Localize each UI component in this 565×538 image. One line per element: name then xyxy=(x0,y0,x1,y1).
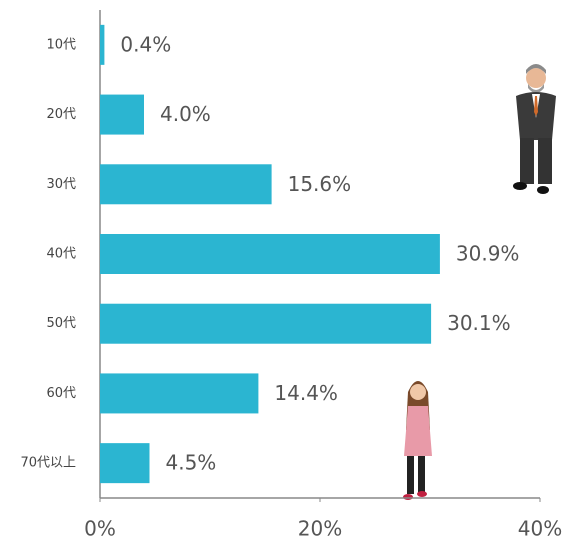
y-tick-label: 60代 xyxy=(46,386,76,401)
value-label: 14.4% xyxy=(274,381,338,405)
bar xyxy=(100,234,440,274)
value-label: 30.9% xyxy=(456,242,520,266)
value-label: 4.0% xyxy=(160,102,211,126)
x-tick-label: 0% xyxy=(84,517,116,538)
y-tick-label: 20代 xyxy=(46,107,76,122)
bar xyxy=(100,164,272,205)
value-label: 15.6% xyxy=(288,172,352,196)
value-label: 0.4% xyxy=(120,32,171,56)
y-tick-label: 10代 xyxy=(46,37,76,52)
y-tick-label: 70代以上 xyxy=(20,456,76,471)
x-tick-label: 20% xyxy=(298,517,342,538)
y-tick-label: 40代 xyxy=(46,247,76,262)
y-tick-label: 50代 xyxy=(46,316,76,331)
value-label: 30.1% xyxy=(447,311,511,335)
y-tick-label: 30代 xyxy=(46,177,76,192)
bar xyxy=(100,303,432,344)
bar xyxy=(100,24,105,65)
value-label: 4.5% xyxy=(166,451,217,475)
bar xyxy=(100,373,259,414)
bar xyxy=(100,94,144,135)
x-tick-label: 40% xyxy=(518,517,562,538)
bar xyxy=(100,443,150,484)
woman-illustration xyxy=(403,381,432,500)
man-illustration xyxy=(513,64,556,194)
